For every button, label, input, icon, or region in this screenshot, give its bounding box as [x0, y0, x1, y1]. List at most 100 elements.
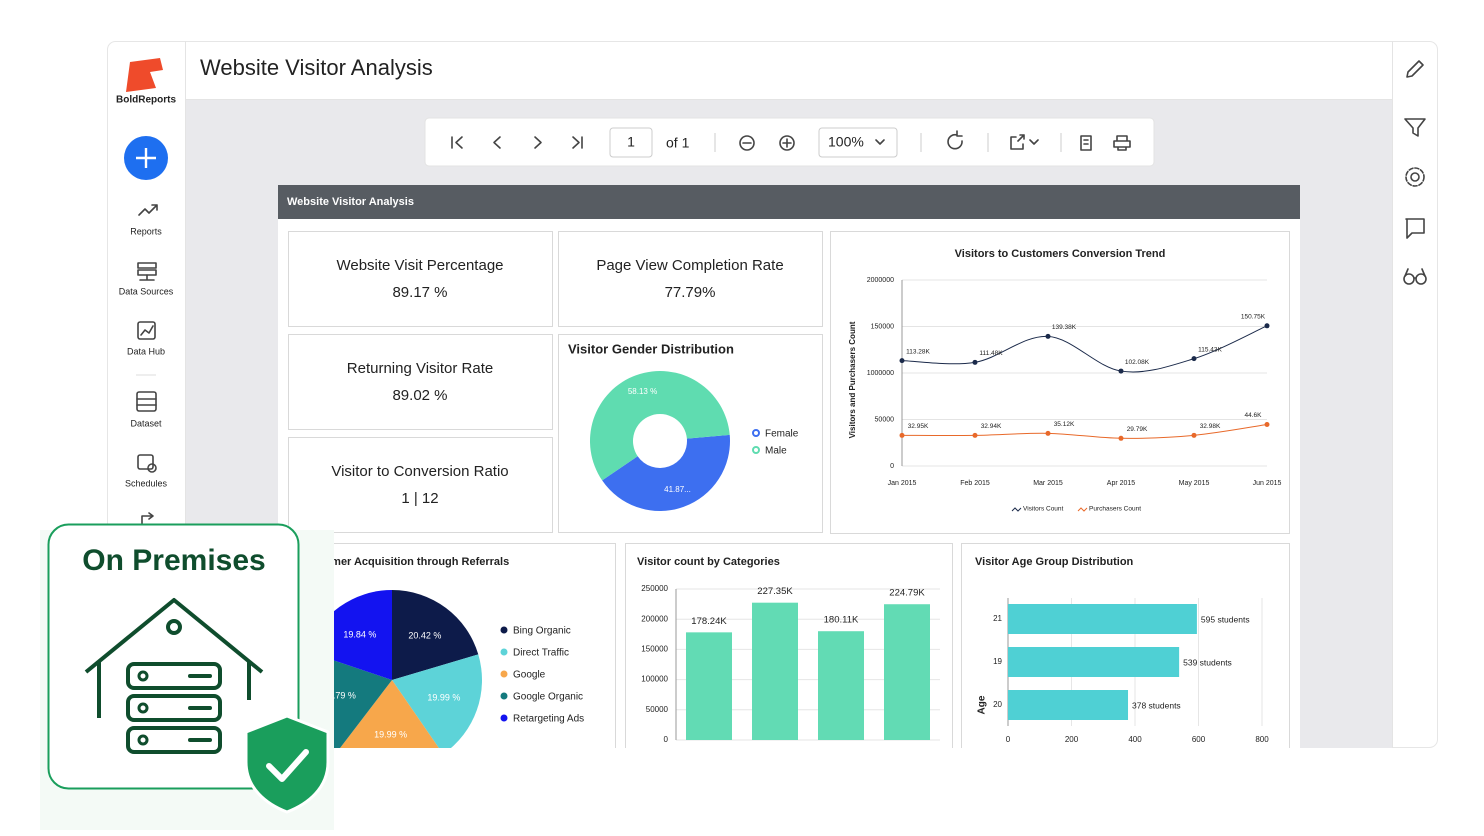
chart-title: Visitor Age Group Distribution — [975, 556, 1134, 568]
page-count: of 1 — [666, 135, 690, 151]
prev-page[interactable] — [493, 136, 501, 149]
bar — [752, 602, 798, 740]
logo-mark — [126, 58, 163, 92]
legend-marker — [500, 670, 508, 678]
house-icon — [84, 598, 264, 718]
legend-label: Visitors Count — [1023, 506, 1064, 513]
last-page[interactable] — [572, 136, 583, 149]
kpi-title: Page View Completion Rate — [596, 257, 783, 274]
filter-icon[interactable] — [1404, 118, 1426, 137]
y-tick-label: 150000 — [641, 645, 668, 654]
data-label: 539 students — [1183, 657, 1232, 667]
bar — [1008, 690, 1129, 720]
zoom-select[interactable] — [818, 127, 898, 158]
page-input[interactable] — [609, 127, 653, 158]
chart-title: Visitor Gender Distribution — [568, 341, 734, 356]
y-axis-title: Visitors and Purchasers Count — [848, 321, 857, 438]
point — [1045, 333, 1051, 339]
card — [288, 334, 553, 430]
kpi-value: 89.17 % — [392, 284, 447, 301]
data-label: 32.98K — [1200, 423, 1221, 430]
data-label: 20.42 % — [408, 630, 441, 640]
next-page[interactable] — [534, 136, 542, 149]
data-label: 595 students — [1201, 614, 1250, 624]
edit-icon[interactable] — [1406, 60, 1424, 78]
shield — [244, 714, 330, 814]
logo-text: BoldReports — [116, 95, 176, 106]
server-unit — [126, 694, 222, 722]
data-label: 224.79K — [889, 588, 925, 599]
report: Website Visitor Analysis Website Visit P… — [278, 185, 1300, 748]
refresh[interactable] — [947, 130, 963, 150]
first-page[interactable] — [451, 136, 463, 149]
data-label: 32.94K — [981, 423, 1002, 430]
print[interactable] — [1113, 135, 1131, 151]
x-tick-label: 200 — [1065, 735, 1079, 744]
x-tick-label: Jun 2015 — [1253, 480, 1282, 487]
card — [288, 437, 553, 533]
badge-title: On Premises — [82, 544, 265, 577]
on-premises-badge: On Premises — [40, 523, 334, 830]
donut-slice — [590, 371, 730, 481]
legend-marker — [500, 692, 508, 700]
data-label: 19.79 % — [323, 690, 356, 700]
bar — [1008, 647, 1180, 677]
y-tick-label: 20 — [993, 700, 1002, 709]
legend-label: Retargeting Ads — [513, 714, 584, 725]
page-setup[interactable] — [1080, 135, 1092, 151]
card — [558, 231, 823, 327]
y-tick-label: 1000000 — [867, 370, 894, 377]
point — [1264, 323, 1270, 329]
data-label: 29.79K — [1127, 426, 1148, 433]
y-tick-label: 150000 — [871, 323, 894, 330]
comment-icon[interactable] — [1405, 218, 1425, 239]
view-icon[interactable] — [1403, 268, 1427, 285]
dataset-icon[interactable] — [136, 391, 157, 412]
kpi-value: 89.02 % — [392, 387, 447, 404]
bar — [884, 604, 930, 740]
kpi-title: Website Visit Percentage — [336, 257, 503, 274]
point — [1118, 368, 1124, 374]
x-tick-label: Mar 2015 — [1033, 480, 1063, 487]
point — [1045, 430, 1051, 436]
data-label: 32.95K — [908, 423, 929, 430]
server-led — [137, 734, 149, 746]
legend-label: Purchasers Count — [1089, 506, 1141, 513]
legend-label: Bing Organic — [513, 626, 571, 637]
y-tick-label: 2000000 — [867, 277, 894, 284]
legend-marker — [752, 446, 760, 454]
badge-card — [47, 523, 300, 790]
data-label: 139.38K — [1052, 324, 1077, 331]
reports-icon[interactable] — [138, 204, 158, 216]
export[interactable] — [1010, 134, 1039, 150]
point — [1118, 435, 1124, 441]
settings-icon[interactable] — [1405, 167, 1425, 187]
data-label: 113.28K — [906, 348, 930, 355]
bar — [818, 631, 864, 740]
report-title: Website Visitor Analysis — [287, 196, 414, 208]
pie-slice — [392, 654, 482, 748]
point — [1191, 432, 1197, 438]
y-tick-label: 200000 — [641, 614, 668, 623]
legend-marker — [752, 429, 760, 437]
schedules-icon[interactable] — [137, 454, 157, 473]
point — [972, 432, 978, 438]
card — [288, 231, 553, 327]
datahub-icon[interactable] — [137, 321, 156, 340]
card — [830, 231, 1290, 534]
legend-label: Direct Traffic — [513, 648, 569, 659]
legend-marker — [500, 626, 508, 634]
report-header — [278, 185, 1300, 219]
server-led — [137, 702, 149, 714]
zoom-out[interactable] — [739, 135, 755, 151]
legend-label: Google Organic — [513, 692, 583, 703]
toolbar — [424, 117, 1155, 167]
bar — [1008, 604, 1197, 634]
kpi-value: 1 | 12 — [401, 490, 438, 507]
data-label: 35.12K — [1054, 421, 1075, 428]
nav-label: Reports — [130, 226, 162, 236]
more-icon[interactable] — [141, 512, 154, 525]
data-label: 150.75K — [1241, 314, 1266, 321]
zoom-in[interactable] — [779, 135, 795, 151]
datasources-icon[interactable] — [137, 262, 157, 281]
